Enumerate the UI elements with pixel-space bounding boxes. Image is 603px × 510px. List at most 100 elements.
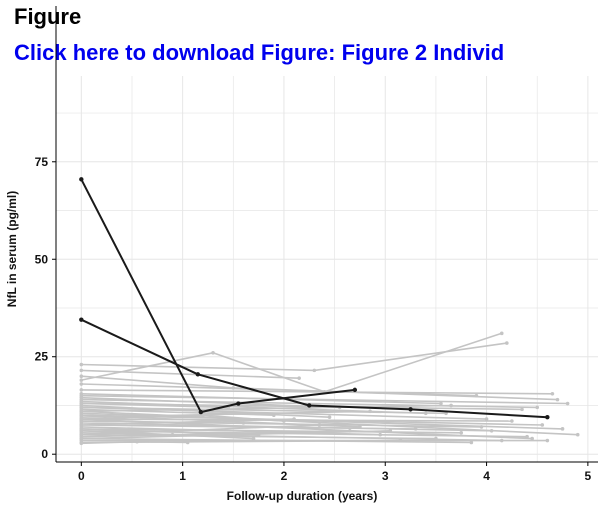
background-series-point — [545, 438, 550, 443]
background-series-point — [540, 423, 545, 427]
background-series-point — [479, 425, 484, 429]
background-series-point — [251, 436, 256, 441]
background-series-line — [81, 393, 442, 405]
background-series-point — [317, 423, 322, 427]
background-series-point — [505, 341, 509, 345]
background-series-point — [555, 397, 560, 402]
background-series-point — [79, 429, 84, 433]
background-series-point — [413, 427, 418, 431]
highlight-series-point — [198, 409, 204, 415]
background-series-point — [550, 391, 555, 396]
background-series-point — [170, 432, 175, 437]
highlight-series-point — [236, 401, 241, 406]
x-tick-label: 2 — [281, 469, 288, 483]
page-title: Figure — [14, 4, 82, 29]
background-series-line — [81, 369, 300, 379]
background-series-point — [79, 382, 84, 386]
background-series-point — [201, 413, 205, 418]
x-tick-label: 4 — [483, 469, 490, 483]
highlight-series-point — [352, 387, 358, 393]
background-series-line — [81, 406, 487, 420]
x-tick-label: 0 — [78, 469, 85, 483]
background-series — [79, 331, 580, 446]
background-series-point — [398, 438, 403, 443]
background-series-point — [535, 405, 540, 410]
background-series-point — [79, 388, 84, 392]
highlight-series-point — [408, 407, 413, 412]
background-series-point — [358, 425, 362, 429]
x-tick-label: 5 — [585, 469, 592, 483]
highlight-series-point — [79, 317, 84, 322]
background-series-line — [81, 418, 533, 440]
background-series-point — [520, 407, 524, 412]
highlight-series-point — [307, 403, 312, 408]
background-series-point — [79, 405, 84, 410]
background-series-point — [79, 362, 84, 367]
background-series-point — [79, 368, 84, 373]
background-series-point — [510, 419, 514, 423]
highlight-series-point — [195, 372, 201, 377]
background-series-point — [439, 401, 443, 406]
background-series-line — [81, 383, 477, 397]
background-series-point — [79, 423, 84, 427]
x-tick-label: 1 — [179, 469, 186, 483]
background-series-point — [474, 393, 479, 398]
background-series-point — [459, 430, 464, 435]
background-series-point — [297, 376, 301, 380]
background-series-point — [282, 419, 286, 423]
background-series-point — [79, 413, 84, 418]
y-axis-label: NfL in serum (pg/ml) — [5, 191, 19, 307]
background-series-point — [434, 436, 438, 441]
background-series-point — [79, 432, 84, 437]
background-series-point — [79, 417, 84, 421]
background-series-point — [79, 374, 84, 379]
highlight-series-point — [79, 177, 84, 182]
background-series-point — [79, 401, 84, 406]
background-series-point — [135, 439, 139, 444]
background-series-point — [327, 415, 332, 419]
background-series-point — [79, 378, 84, 382]
background-series-line — [81, 400, 426, 415]
background-series-point — [423, 411, 428, 416]
download-figure-link[interactable]: Click here to download Figure: Figure 2 … — [14, 40, 505, 65]
background-series-point — [489, 429, 494, 433]
background-series-point — [211, 351, 215, 355]
background-series-line — [81, 418, 295, 426]
background-series-point — [575, 432, 580, 437]
background-series-line — [81, 430, 391, 440]
background-series-point — [79, 391, 84, 396]
x-axis-label: Follow-up duration (years) — [227, 489, 378, 503]
background-series-point — [79, 441, 84, 446]
background-series-point — [565, 401, 570, 406]
background-series-point — [499, 331, 504, 336]
highlight-series — [79, 177, 550, 420]
background-series-line — [81, 389, 553, 395]
background-series-point — [79, 395, 84, 400]
highlight-series-line — [80, 178, 356, 414]
background-series-line — [81, 418, 512, 422]
background-series-point — [79, 436, 84, 441]
background-series-line — [81, 404, 452, 413]
background-series-point — [449, 403, 453, 408]
highlight-series-point — [545, 414, 550, 420]
y-tick-label: 0 — [41, 447, 48, 461]
background-series-line — [81, 332, 503, 393]
background-series-line — [81, 396, 340, 409]
y-tick-label: 75 — [35, 155, 49, 169]
y-tick-label: 25 — [35, 350, 49, 364]
background-series-line — [81, 402, 229, 409]
background-series-line — [81, 410, 371, 418]
background-series-point — [530, 436, 534, 441]
background-series-point — [292, 417, 296, 421]
background-series-point — [469, 440, 474, 445]
background-series-point — [272, 413, 276, 418]
grid-lines — [56, 76, 598, 462]
background-series-point — [79, 409, 84, 414]
x-tick-label: 3 — [382, 469, 389, 483]
y-tick-label: 50 — [35, 252, 49, 266]
background-series-point — [185, 440, 190, 445]
background-series-point — [312, 368, 317, 373]
background-series-point — [484, 417, 489, 421]
